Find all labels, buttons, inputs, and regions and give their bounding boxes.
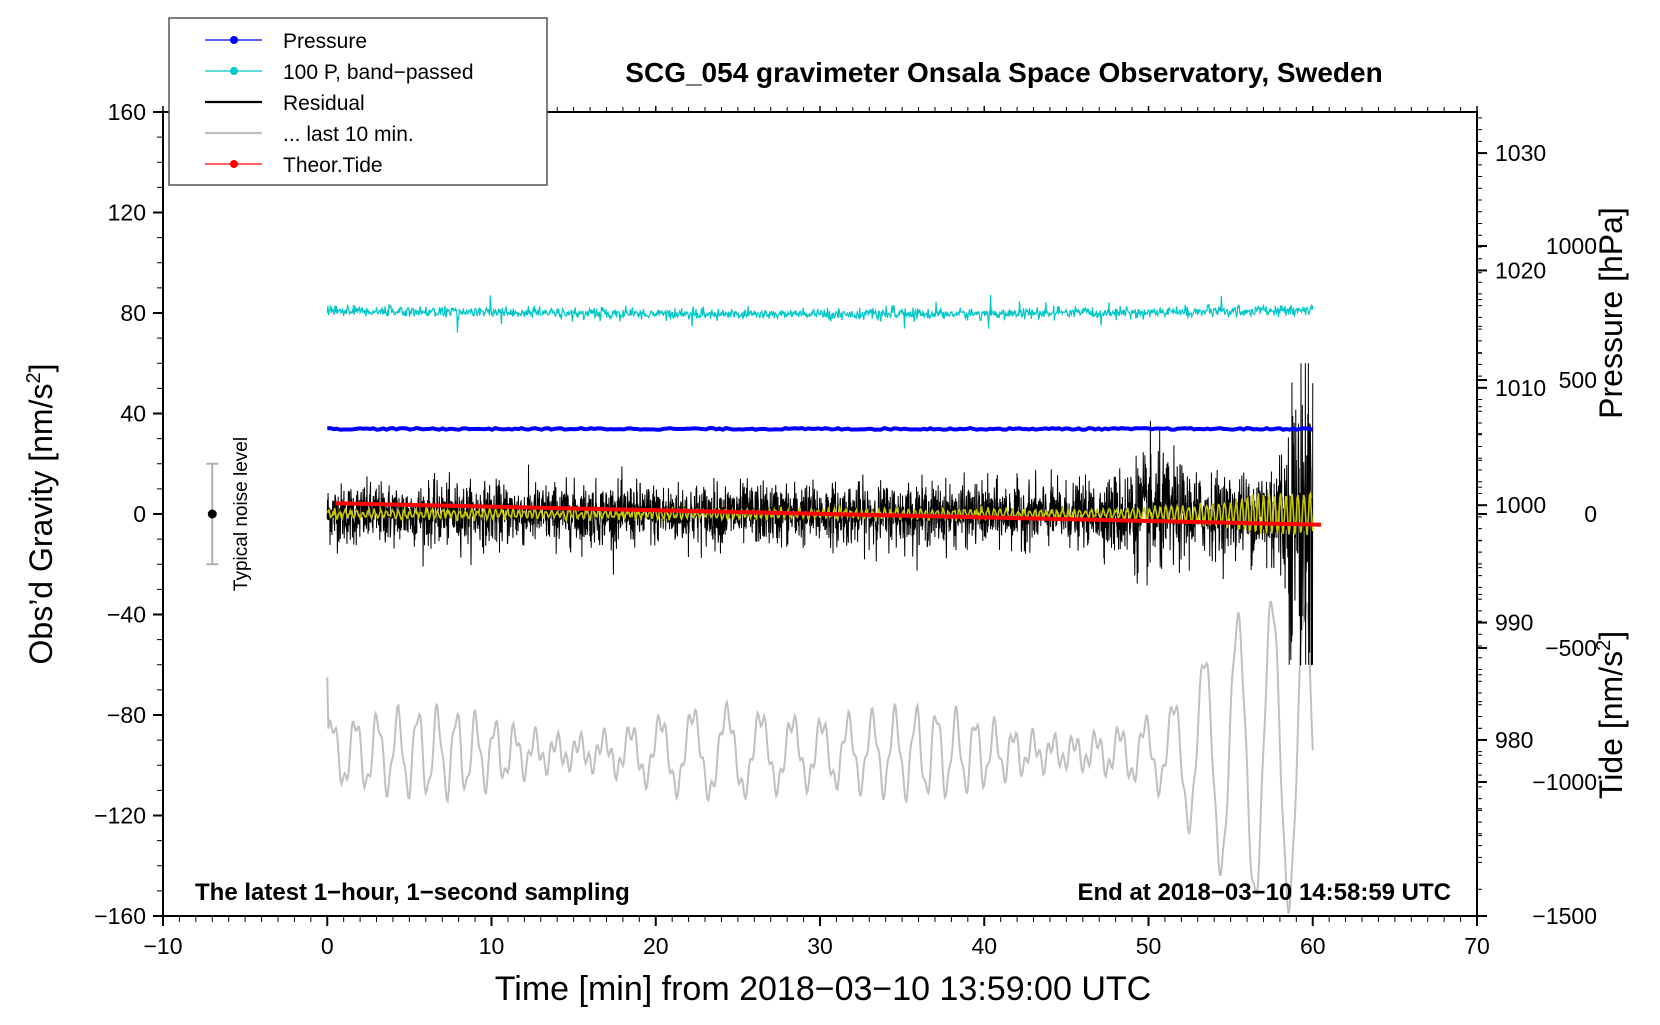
x-tick-label-6: 50 [1136, 933, 1162, 959]
pressure-tick-label-5: 1030 [1495, 140, 1546, 166]
noise-bar-dot [207, 509, 217, 519]
x-axis-label: Time [min] from 2018−03−10 13:59:00 UTC [495, 970, 1151, 1008]
legend-sample-dot-1 [230, 67, 238, 75]
y-tick-label-5: 40 [120, 401, 146, 427]
legend-label-last10: ... last 10 min. [283, 123, 414, 146]
tide-axis-ticks: −1500 −1000 −500 0 500 1000 [1477, 233, 1597, 929]
tide-tick-label-1: −1000 [1532, 769, 1597, 795]
legend: Pressure 100 P, band−passed Residual ...… [168, 17, 548, 186]
tide-tick-label-0: −1500 [1532, 903, 1597, 929]
tide-tick-label-5: 1000 [1546, 233, 1597, 259]
noise-level-label: Typical noise level [231, 437, 252, 591]
y-tick-label-3: −40 [107, 602, 146, 628]
tide-axis-label-sup: 2 [1593, 640, 1615, 651]
annotation-bottom-right: End at 2018−03−10 14:58:59 UTC [1077, 879, 1451, 906]
tide-tick-label-4: 500 [1559, 367, 1597, 393]
series-pressure-line [327, 425, 1314, 432]
tide-tick-label-3: 0 [1584, 501, 1597, 527]
y-tick-label-6: 80 [120, 300, 146, 326]
pressure-tick-label-3: 1010 [1495, 375, 1546, 401]
tide-axis-label-tail: ] [1593, 631, 1629, 640]
legend-label-tide: Theor.Tide [283, 154, 383, 177]
chart-title: SCG_054 gravimeter Onsala Space Observat… [625, 57, 1382, 88]
x-tick-label-5: 40 [971, 933, 997, 959]
series-tide-line [335, 501, 1322, 527]
tide-tick-label-2: −500 [1545, 635, 1597, 661]
pressure-axis-ticks: 980 990 1000 1010 1020 1030 [1477, 140, 1546, 753]
series-last10-line [326, 600, 1314, 914]
y-tick-label-7: 120 [108, 200, 146, 226]
y-axis-label-main: Obs’d Gravity [nm/s [23, 384, 59, 665]
legend-sample-dot-0 [230, 36, 238, 44]
x-tick-label-8: 70 [1464, 933, 1490, 959]
pressure-tick-label-2: 1000 [1495, 492, 1546, 518]
x-tick-label-0: −10 [143, 933, 182, 959]
noise-level-bar [206, 462, 219, 566]
legend-label-pressure: Pressure [283, 30, 367, 53]
legend-label-residual: Residual [283, 92, 365, 115]
x-tick-label-2: 10 [479, 933, 505, 959]
pressure-tick-label-4: 1020 [1495, 257, 1546, 283]
y-axis-label-tail: ] [23, 364, 59, 373]
data-layer [326, 294, 1322, 914]
y-tick-label-8: 160 [108, 99, 146, 125]
legend-label-bandpassed: 100 P, band−passed [283, 61, 474, 84]
legend-samples [205, 36, 262, 168]
pressure-axis-label: Pressure [hPa] [1593, 207, 1629, 419]
y-axis-ticks: −160 −120 −80 −40 0 40 80 120 160 [94, 99, 163, 929]
series-group [326, 294, 1322, 914]
annotation-bottom-left: The latest 1−hour, 1−second sampling [195, 879, 630, 906]
y-tick-label-1: −120 [94, 803, 146, 829]
pressure-tick-label-0: 980 [1495, 727, 1533, 753]
y-axis-label: Obs’d Gravity [nm/s2] [23, 364, 59, 665]
tide-axis-label: Tide [nm/s2] [1593, 631, 1629, 799]
series-bandpassed-line [326, 294, 1314, 333]
series-residual-smoothed-line [326, 490, 1314, 536]
y-tick-label-4: 0 [133, 501, 146, 527]
x-axis-ticks: −10 0 10 20 30 40 50 60 70 [143, 106, 1490, 959]
x-tick-label-1: 0 [321, 933, 334, 959]
y-tick-label-0: −160 [94, 903, 146, 929]
x-tick-label-7: 60 [1300, 933, 1326, 959]
x-tick-label-4: 30 [807, 933, 833, 959]
legend-sample-dot-4 [230, 160, 238, 168]
y-tick-label-2: −80 [107, 702, 146, 728]
tide-axis-label-main: Tide [nm/s [1593, 651, 1629, 799]
x-tick-label-3: 20 [643, 933, 669, 959]
y-axis-label-sup: 2 [23, 372, 45, 383]
pressure-tick-label-1: 990 [1495, 610, 1533, 636]
